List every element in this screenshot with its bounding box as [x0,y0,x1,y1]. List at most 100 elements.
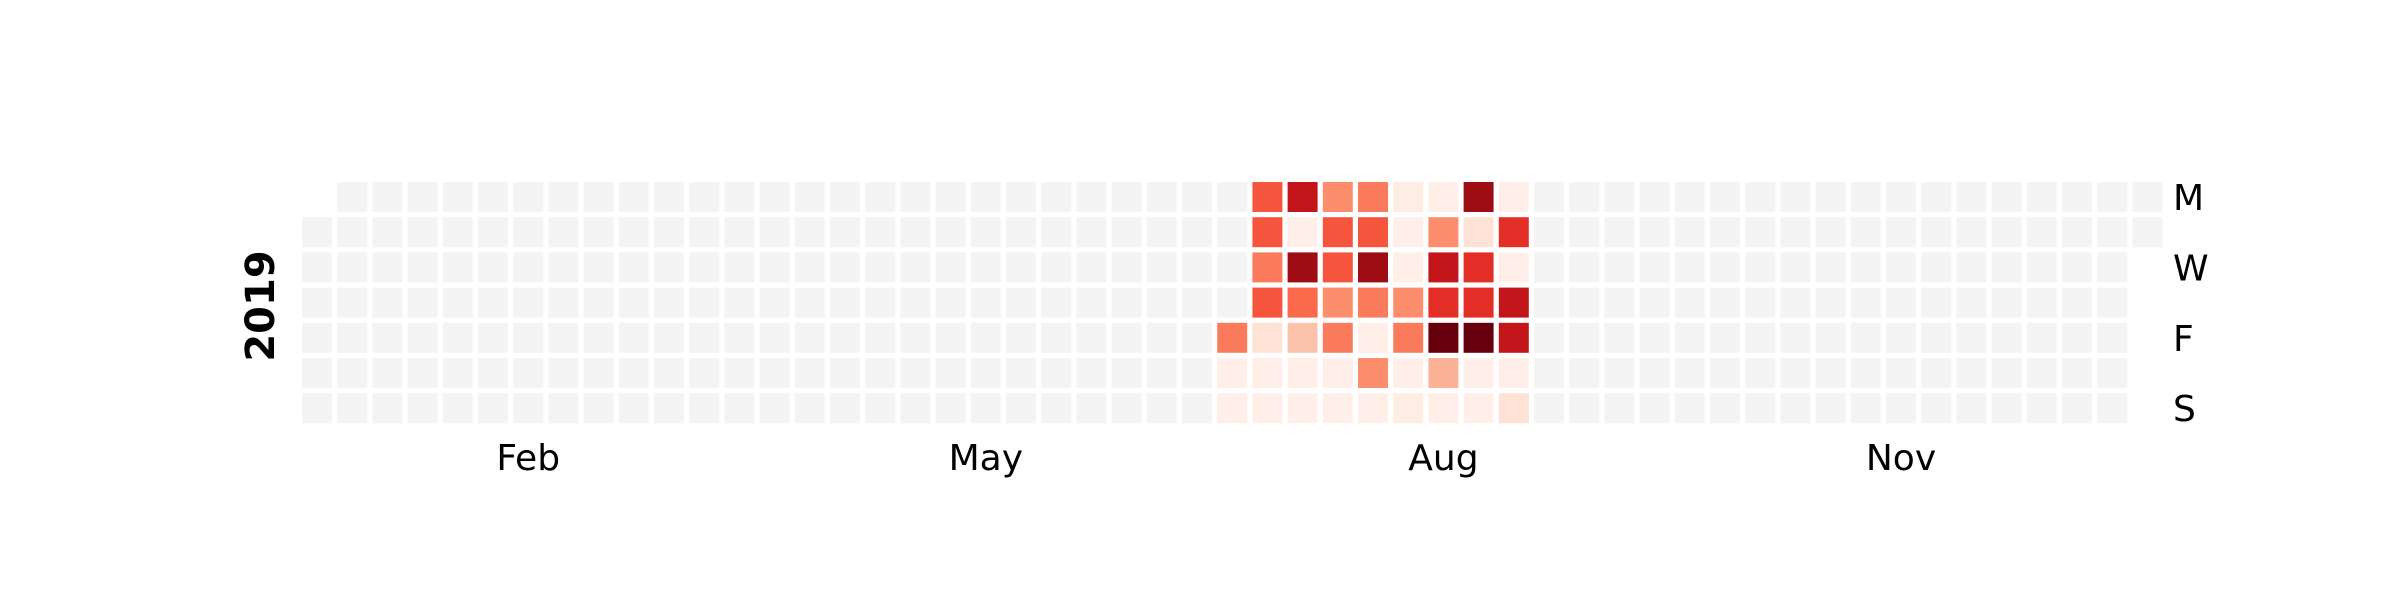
heatmap-cell [1182,217,1212,248]
heatmap-cell [478,358,508,388]
heatmap-cell [2062,182,2092,212]
heatmap-cell [1076,322,1107,353]
heatmap-cell [1498,252,1529,283]
heatmap-cell [1146,358,1177,388]
heatmap-cell [1006,287,1036,318]
heatmap-cell [1604,217,1635,248]
heatmap-cell [1146,393,1177,424]
heatmap-cell [1358,287,1388,318]
heatmap-cell [2026,287,2057,318]
heatmap-cell [1146,252,1177,283]
heatmap-cell [2097,182,2128,212]
heatmap-cell [830,393,860,424]
heatmap-cell [1850,287,1881,318]
heatmap-cell [2097,287,2128,318]
heatmap-cell [1041,217,1072,248]
heatmap-cell [1674,182,1705,212]
heatmap-cell [1393,358,1424,388]
heatmap-cell [1745,358,1776,388]
heatmap-cell [1745,322,1776,353]
heatmap-cell [1182,182,1212,212]
heatmap-cell [1815,252,1846,283]
heatmap-cell [1569,393,1600,424]
heatmap-cell [1217,252,1248,283]
heatmap-cells [302,182,2163,424]
heatmap-cell [548,322,579,353]
heatmap-cell [1041,287,1072,318]
heatmap-cell [724,393,755,424]
heatmap-cell [1182,393,1212,424]
heatmap-cell [1956,358,1987,388]
heatmap-cell [478,322,508,353]
heatmap-cell [759,322,790,353]
heatmap-cell [935,252,966,283]
heatmap-cell [1956,182,1987,212]
heatmap-cell [2132,217,2163,248]
heatmap-cell [865,287,896,318]
heatmap-cell [513,182,544,212]
heatmap-cell [1252,322,1283,353]
weekday-label-m: M [2173,178,2204,219]
heatmap-cell [1217,393,1248,424]
heatmap-cell [970,322,1001,353]
heatmap-cell [372,322,403,353]
heatmap-cell [1182,252,1212,283]
heatmap-cell [1182,287,1212,318]
heatmap-cell [935,287,966,318]
heatmap-cell [1604,182,1635,212]
heatmap-cell [513,322,544,353]
heatmap-cell [759,393,790,424]
heatmap-cell [1287,252,1318,283]
heatmap-cell [1815,182,1846,212]
heatmap-cell [372,358,403,388]
heatmap-cell [1217,182,1248,212]
heatmap-cell [1463,217,1494,248]
heatmap-cell [1710,182,1740,212]
heatmap-cell [970,252,1001,283]
heatmap-cell [548,393,579,424]
heatmap-cell [1569,287,1600,318]
heatmap-cell [1780,182,1811,212]
heatmap-cell [1639,252,1670,283]
heatmap-cell [1710,287,1740,318]
heatmap-cell [865,322,896,353]
weekday-label-f: F [2173,319,2194,360]
heatmap-cell [407,358,438,388]
heatmap-cell [337,358,368,388]
heatmap-cell [1534,358,1564,388]
heatmap-cell [900,217,931,248]
heatmap-cell [1534,217,1564,248]
heatmap-cell [2062,358,2092,388]
heatmap-cell [759,217,790,248]
heatmap-cell [1639,322,1670,353]
heatmap-cell [1358,252,1388,283]
heatmap-cell [1745,252,1776,283]
heatmap-cell [1287,217,1318,248]
month-label-feb: Feb [496,438,560,479]
heatmap-cell [1006,217,1036,248]
heatmap-cell [1569,322,1600,353]
heatmap-cell [1991,182,2022,212]
weekday-label-w: W [2173,248,2209,289]
heatmap-cell [407,182,438,212]
heatmap-cell [1498,393,1529,424]
heatmap-cell [759,182,790,212]
heatmap-cell [1639,393,1670,424]
heatmap-cell [830,217,860,248]
heatmap-cell [548,217,579,248]
heatmap-cell [1076,252,1107,283]
heatmap-cell [442,182,473,212]
heatmap-cell [1111,322,1142,353]
heatmap-cell [1252,358,1283,388]
heatmap-cell [1710,393,1740,424]
heatmap-cell [1850,393,1881,424]
heatmap-cell [1921,393,1952,424]
heatmap-cell [1322,252,1353,283]
heatmap-cell [1498,322,1529,353]
heatmap-cell [1886,322,1916,353]
heatmap-cell [1358,393,1388,424]
heatmap-cell [407,393,438,424]
heatmap-cell [900,252,931,283]
heatmap-cell [1111,393,1142,424]
